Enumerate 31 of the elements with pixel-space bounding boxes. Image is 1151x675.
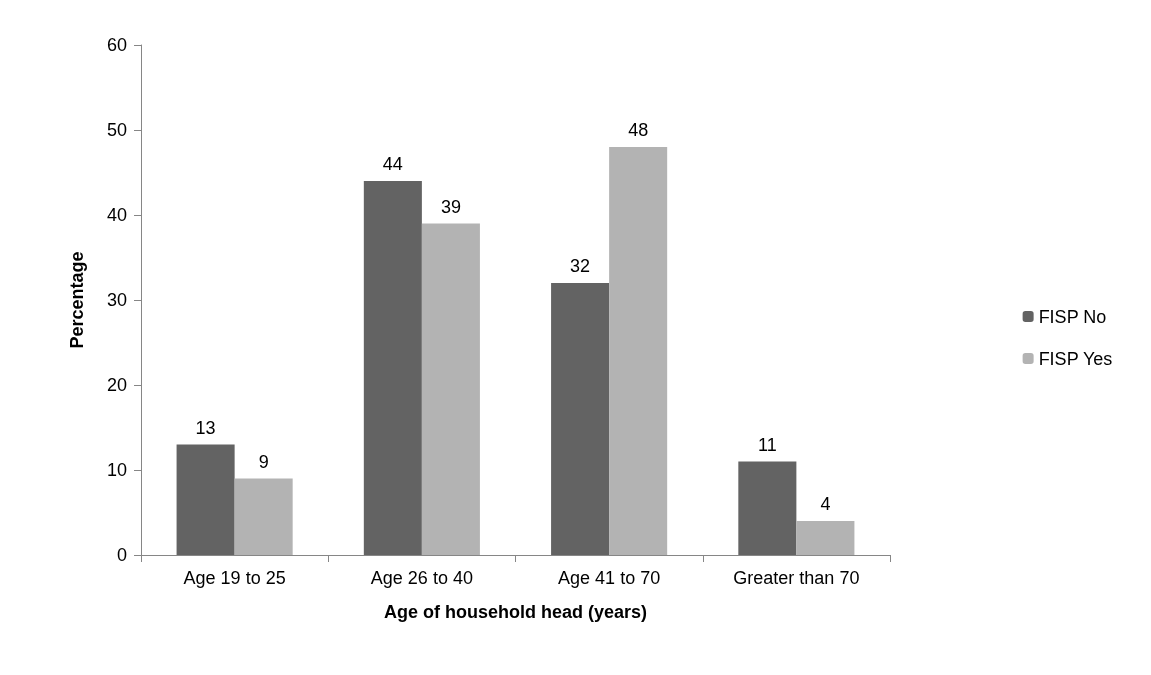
data-label: 39	[440, 196, 461, 217]
bar	[176, 444, 235, 555]
data-label: 11	[758, 434, 777, 455]
bar	[738, 461, 797, 555]
data-label: 13	[195, 417, 216, 438]
legend-label: FISP Yes	[1038, 348, 1113, 369]
bar	[796, 521, 855, 555]
y-tick-label: 60	[106, 35, 127, 55]
y-tick-label: 20	[106, 375, 127, 395]
bar	[551, 283, 610, 555]
y-tick-label: 0	[116, 545, 127, 565]
bar	[363, 181, 422, 555]
data-label: 48	[628, 120, 649, 140]
bar	[421, 223, 480, 555]
y-tick-label: 10	[106, 460, 127, 480]
data-label: 32	[570, 256, 591, 276]
y-tick-label: 30	[106, 290, 127, 310]
data-label: 9	[258, 451, 269, 472]
x-tick-label: Age 19 to 25	[183, 568, 286, 588]
x-tick-label: Age 41 to 70	[558, 568, 661, 588]
x-tick-label: Age 26 to 40	[370, 568, 473, 588]
y-tick-label: 50	[106, 120, 127, 140]
x-axis-title: Age of household head (years)	[383, 602, 648, 622]
data-label: 4	[820, 494, 831, 514]
y-tick-label: 40	[106, 205, 127, 225]
bar	[609, 147, 668, 555]
bar	[234, 478, 293, 555]
data-label: 44	[382, 154, 403, 174]
x-tick-label: Greater than 70	[733, 568, 860, 588]
legend-label: FISP No	[1038, 306, 1107, 327]
y-axis-title: Percentage	[67, 251, 87, 349]
